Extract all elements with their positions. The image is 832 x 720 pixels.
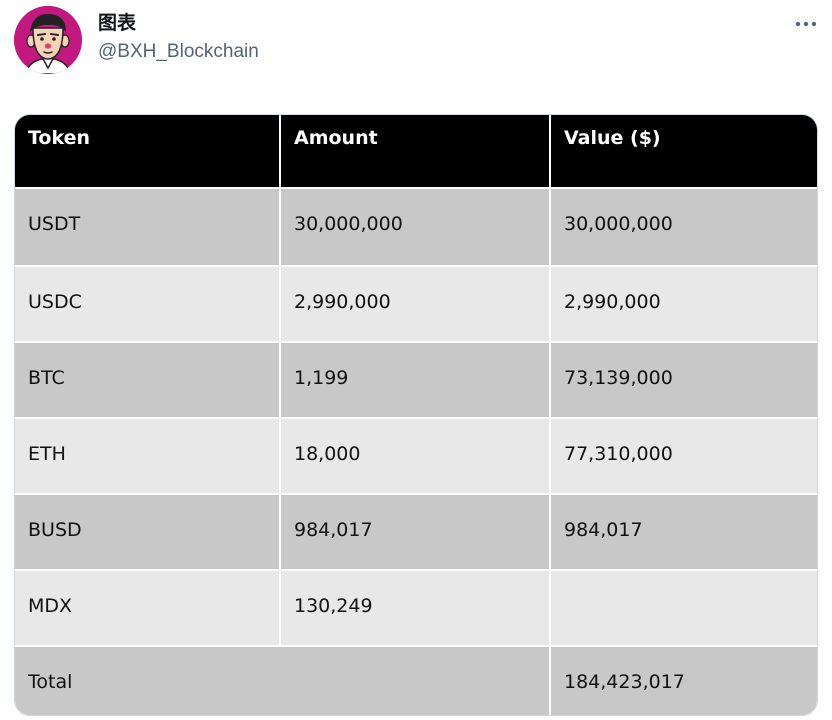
- tweet-header: 图表 @BXH_Blockchain: [14, 6, 818, 76]
- table-cell-token: USDT: [15, 189, 279, 265]
- user-handle[interactable]: @BXH_Blockchain: [98, 41, 259, 62]
- table-cell-token: USDC: [15, 267, 279, 341]
- table-cell-amount: 1,199: [281, 343, 549, 417]
- table-cell-amount: 130,249: [281, 571, 549, 645]
- table-cell-value: [551, 571, 817, 645]
- header-token: Token: [15, 115, 279, 187]
- table-cell-token: BUSD: [15, 495, 279, 569]
- table-cell-amount: 30,000,000: [281, 189, 549, 265]
- avatar[interactable]: [14, 6, 82, 74]
- display-name[interactable]: 图表: [98, 13, 137, 34]
- table-cell-value: 2,990,000: [551, 267, 817, 341]
- header-amount: Amount: [281, 115, 549, 187]
- total-value: 184,423,017: [551, 647, 817, 715]
- author-info: 图表 @BXH_Blockchain: [98, 12, 259, 64]
- table-image[interactable]: Token Amount Value ($) USDT 30,000,000 3…: [14, 114, 818, 716]
- table-cell-value: 984,017: [551, 495, 817, 569]
- table-cell-value: 73,139,000: [551, 343, 817, 417]
- table-cell-amount: 2,990,000: [281, 267, 549, 341]
- table-cell-token: MDX: [15, 571, 279, 645]
- header-value: Value ($): [551, 115, 817, 187]
- table-cell-amount: 984,017: [281, 495, 549, 569]
- table-cell-token: ETH: [15, 419, 279, 493]
- table-cell-value: 30,000,000: [551, 189, 817, 265]
- table-cell-token: BTC: [15, 343, 279, 417]
- table-cell-value: 77,310,000: [551, 419, 817, 493]
- total-label: Total: [15, 647, 549, 715]
- more-options-icon[interactable]: [794, 16, 818, 32]
- avatar-illustration: [14, 6, 82, 74]
- token-value-table: Token Amount Value ($) USDT 30,000,000 3…: [15, 115, 817, 715]
- table-cell-amount: 18,000: [281, 419, 549, 493]
